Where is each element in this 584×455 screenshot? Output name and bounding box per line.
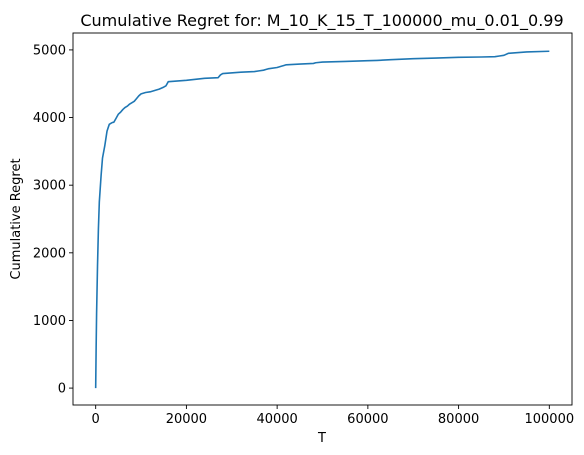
series-layer [94,50,550,389]
x-tick-label: 0 [92,412,100,427]
x-tick-label: 40000 [256,412,297,427]
y-tick-label: 4000 [33,111,66,126]
y-tick-label: 3000 [33,179,66,194]
x-axis-title: T [317,431,326,446]
x-tick-label: 100000 [524,412,574,427]
y-tick-label: 0 [58,382,66,397]
y-tick-label: 1000 [33,314,66,329]
y-tick-label: 2000 [33,246,66,261]
plot-area: 0 20000 40000 60000 80000 100000 0 1000 2000 3000… [33,32,574,427]
y-tick-label: 5000 [33,43,66,58]
x-tick-label: 20000 [166,412,207,427]
series-line-0 [94,50,550,389]
chart-title: Cumulative Regret for: M_10_K_15_T_10000… [80,11,563,31]
x-tick-label: 80000 [438,412,479,427]
y-axis-title: Cumulative Regret [9,158,24,279]
axes-layer: 0 20000 40000 60000 80000 100000 0 1000 2000 3000… [33,32,574,427]
axes-frame [72,32,573,406]
x-tick-label: 60000 [347,412,388,427]
